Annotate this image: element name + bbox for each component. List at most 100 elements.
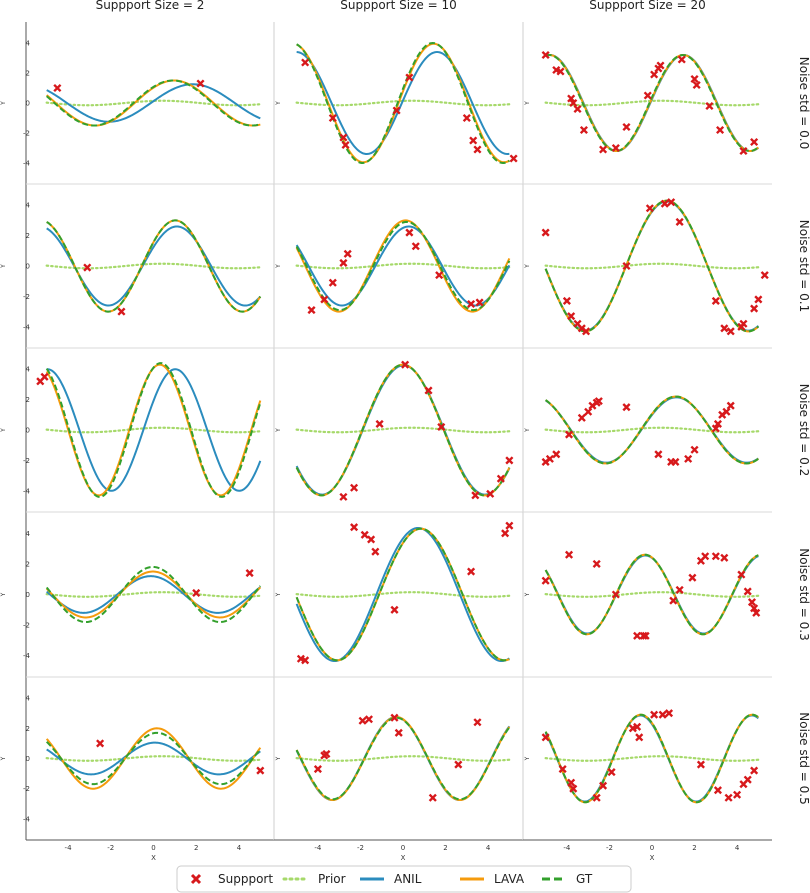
panel-r2-c2: Y [273,183,523,348]
y-axis-label: Y [0,428,7,433]
row-title-2: Noise std = 0.1 [797,220,810,312]
support-point [467,299,476,309]
support-point [405,228,414,237]
plot-area [541,550,761,640]
support-point [375,419,384,428]
lava-line [545,395,759,465]
support-point [545,454,554,463]
support-point [505,521,514,530]
y-tick-label: 4 [26,530,31,538]
support-point [558,765,567,774]
support-point [577,413,586,422]
plot-area [45,219,262,316]
anil-line [46,575,261,614]
support-point [645,204,654,213]
prior-line [544,99,760,107]
support-point [320,295,329,304]
support-point [501,529,510,538]
plot-area [45,727,265,790]
y-tick-label: 4 [26,366,31,374]
support-point [505,456,514,465]
panel-r4-c1: 4 2 0 -2 -4 Y [0,511,274,677]
support-point [622,122,631,132]
y-axis-label: Y [275,428,282,433]
anil-line [544,554,759,635]
support-point [643,91,652,100]
prior-line [544,755,760,762]
column-title-2: Suppport Size = 10 [340,0,456,12]
panel-r1-c2: Y [273,22,518,184]
x-axis-label: X [650,854,655,862]
y-tick-label: -4 [23,323,31,331]
plot-area [45,565,262,624]
row-title-1: Noise std = 0.0 [797,57,810,149]
support-point [747,598,757,607]
panel-r5-c2: Y -4 -2 0 2 4 X [273,676,523,862]
support-point [690,445,699,454]
y-axis-label: Y [0,264,7,269]
support-point [367,535,376,544]
support-point [607,768,616,777]
support-point [611,143,620,153]
gt-line [45,731,262,786]
lava-line [545,53,759,153]
lava-line [295,715,511,802]
y-axis-label: Y [0,756,7,761]
support-point [713,786,722,795]
y-tick-label: -2 [23,293,30,301]
support-point [196,79,205,88]
gt-line [544,199,760,333]
x-tick-label: -4 [563,844,571,852]
gt-line [544,553,759,636]
prior-line [295,591,511,598]
y-tick-label: -4 [23,160,31,168]
support-point [322,749,331,759]
support-point [394,728,403,737]
panel-r3-c1: 4 2 0 -2 -4 Y [0,347,274,512]
support-point [467,567,476,576]
prior-line [295,426,511,434]
anil-line [295,364,511,496]
support-point [750,604,759,613]
legend-item-anil: ANIL [360,872,422,886]
gt-line [545,53,760,153]
y-tick-label: 0 [26,755,30,763]
support-point [471,491,480,500]
y-tick-label: 0 [26,591,30,599]
support-point [301,656,310,665]
support-point [567,778,576,787]
support-point [96,739,105,748]
support-point [684,454,693,463]
support-point [462,113,471,123]
x-tick-label: -2 [357,844,364,852]
panel-r1-c3: Y [522,22,760,184]
support-point [726,327,735,336]
support-point [599,145,608,154]
x-tick-label: 2 [692,844,696,852]
support-point [83,263,92,272]
legend-label: Prior [318,872,346,886]
gt-line [544,713,759,804]
support-point [350,523,359,532]
column-title-3: Suppport Size = 20 [589,0,705,12]
support-point [635,733,644,742]
support-point [343,249,352,258]
anil-line [46,83,261,123]
anil-line [46,225,262,307]
support-point [360,530,369,539]
support-point [328,113,337,123]
panel-r2-c3: Y [522,183,772,348]
support-point [641,631,650,640]
lava-line [295,219,511,313]
support-point [405,73,414,82]
y-axis-label: Y [275,756,282,761]
prior-line [544,591,760,598]
y-axis-label: Y [275,101,282,106]
anil-line [295,526,510,663]
support-point [584,407,593,416]
row-titles: Noise std = 0.0 Noise std = 0.1 Noise std … [797,57,810,805]
y-tick-label: 2 [26,396,30,404]
lava-line [46,219,262,313]
gt-line [295,220,511,312]
support-point [592,559,601,568]
